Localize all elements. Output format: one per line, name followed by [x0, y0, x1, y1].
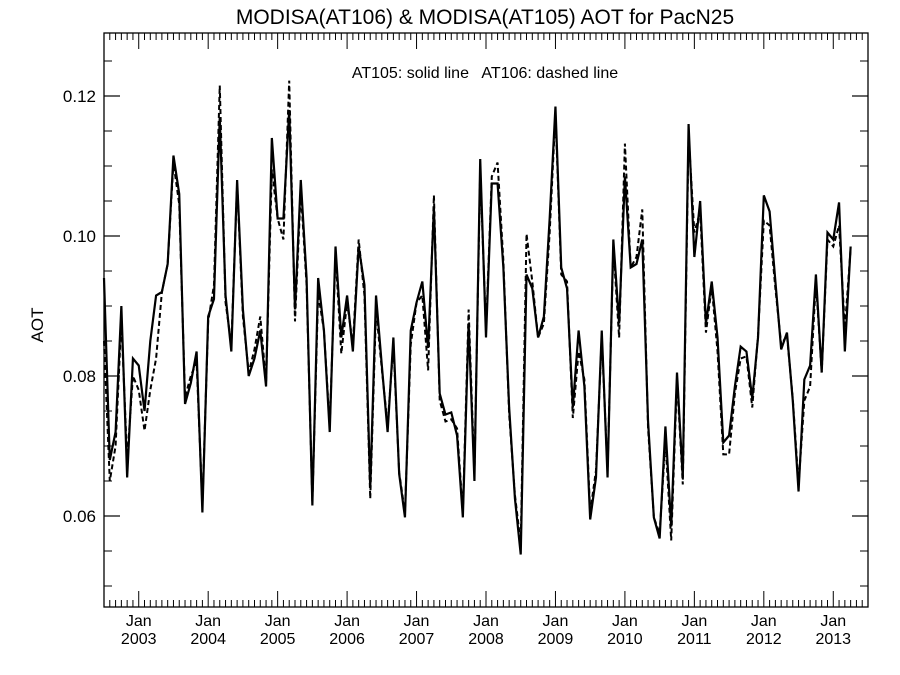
x-tick-year-label: 2004	[190, 631, 226, 648]
x-tick-month-label: Jan	[543, 613, 569, 630]
x-tick-month-label: Jan	[404, 613, 430, 630]
x-tick-month-label: Jan	[126, 613, 152, 630]
x-tick-year-label: 2006	[329, 631, 365, 648]
x-tick-month-label: Jan	[265, 613, 291, 630]
chart-title: MODISA(AT106) & MODISA(AT105) AOT for Pa…	[236, 6, 734, 29]
x-tick-month-label: Jan	[681, 613, 707, 630]
series-line-at105	[102, 106, 852, 555]
x-tick-year-label: 2013	[815, 631, 851, 648]
x-tick-month-label: Jan	[612, 613, 638, 630]
x-tick-month-label: Jan	[751, 613, 777, 630]
series-lines	[102, 80, 852, 555]
series-line-at106	[103, 80, 852, 545]
x-axis-ticks: Jan2003Jan2004Jan2005Jan2006Jan2007Jan20…	[103, 33, 869, 648]
y-tick-label: 0.06	[63, 507, 96, 526]
y-axis-label: AOT	[28, 308, 47, 343]
x-tick-year-label: 2011	[677, 631, 712, 648]
x-tick-year-label: 2010	[607, 631, 643, 648]
x-tick-month-label: Jan	[820, 613, 846, 630]
x-tick-year-label: 2005	[260, 631, 296, 648]
x-tick-year-label: 2007	[399, 631, 435, 648]
x-tick-year-label: 2008	[468, 631, 504, 648]
x-tick-year-label: 2012	[746, 631, 782, 648]
y-tick-label: 0.10	[63, 227, 96, 246]
y-tick-label: 0.12	[63, 87, 96, 106]
x-tick-year-label: 2009	[538, 631, 574, 648]
x-tick-year-label: 2003	[121, 631, 157, 648]
y-tick-label: 0.08	[63, 367, 96, 386]
x-tick-month-label: Jan	[334, 613, 360, 630]
x-tick-month-label: Jan	[195, 613, 221, 630]
x-tick-month-label: Jan	[473, 613, 499, 630]
series-annotation: AT105: solid line AT106: dashed line	[352, 65, 618, 82]
